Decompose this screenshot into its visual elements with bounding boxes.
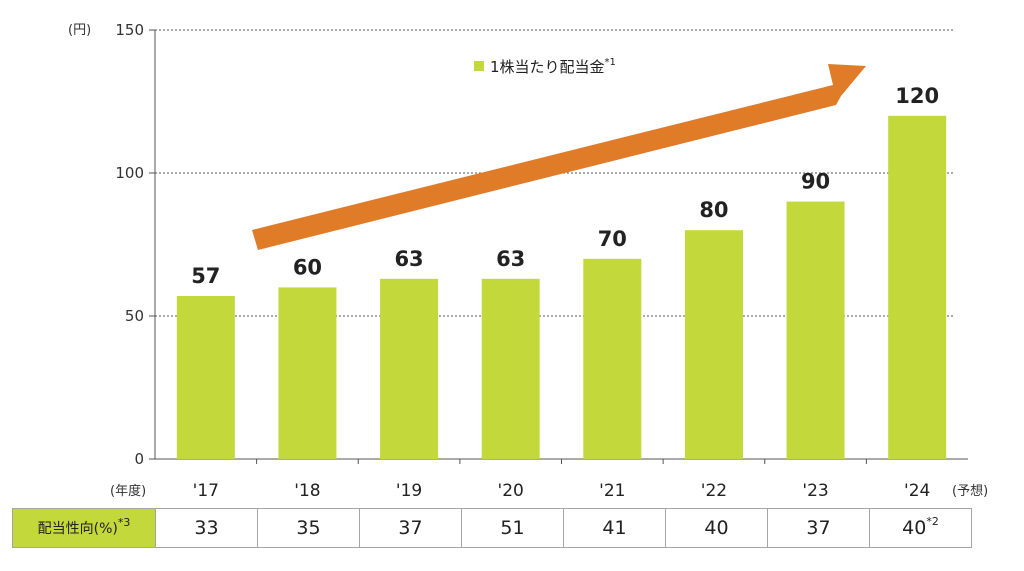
payout-ratio-cell: 37 [359, 508, 462, 548]
payout-ratio-cell: 40 [665, 508, 768, 548]
payout-ratio-cell: 41 [563, 508, 666, 548]
y-tick-label: 150 [115, 21, 144, 39]
x-tick-label: '23 [802, 481, 828, 501]
legend-note: *1 [605, 57, 616, 68]
data-labels: 57 60 63 63 70 80 90 120 [191, 84, 939, 288]
payout-ratio-value: 40 [902, 517, 927, 539]
tick-labels: 0 50 100 150 '17 '18 '19 '20 '21 '22 '23 '24 [115, 21, 930, 501]
payout-ratio-table: 配当性向(%)*3 33 35 37 51 41 40 37 40*2 [12, 508, 972, 548]
x-tick-label: '17 [193, 481, 219, 501]
bar [278, 287, 337, 459]
bar [481, 278, 540, 459]
forecast-label: (予想) [952, 483, 988, 499]
legend: 1株当たり配当金*1 [474, 57, 616, 76]
data-label: 63 [394, 247, 423, 271]
payout-ratio-cell: 51 [461, 508, 564, 548]
x-unit-label: (年度) [110, 483, 146, 499]
payout-ratio-cell: 33 [155, 508, 258, 548]
payout-ratio-cell: 37 [767, 508, 870, 548]
payout-ratio-header-note: *3 [117, 516, 131, 529]
dividend-chart: 57 60 63 63 70 80 90 120 0 50 100 150 '17 '18 '19 '20 '… [68, 21, 988, 501]
payout-ratio-header: 配当性向(%)*3 [12, 508, 156, 548]
payout-ratio-cell-forecast: 40*2 [869, 508, 972, 548]
x-tick-label: '20 [498, 481, 524, 501]
x-tick-label: '22 [701, 481, 727, 501]
data-label: 80 [699, 198, 728, 222]
bar [888, 115, 947, 460]
data-label: 70 [598, 227, 627, 251]
y-tick-label: 50 [125, 307, 144, 325]
legend-swatch [474, 61, 484, 71]
bar [380, 278, 439, 459]
payout-ratio-cell: 35 [257, 508, 360, 548]
y-tick-label: 100 [115, 164, 144, 182]
data-label: 63 [496, 247, 525, 271]
payout-ratio-note: *2 [926, 515, 939, 528]
payout-ratio-header-text: 配当性向(%) [37, 521, 118, 537]
x-tick-label: '24 [904, 481, 930, 501]
x-tick-label: '19 [396, 481, 422, 501]
payout-ratio-row: 配当性向(%)*3 33 35 37 51 41 40 37 40*2 [12, 508, 972, 548]
x-tick-label: '18 [294, 481, 320, 501]
x-tick-label: '21 [599, 481, 625, 501]
y-unit-label: (円) [68, 23, 91, 38]
svg-text:1株当たり配当金*1: 1株当たり配当金*1 [490, 57, 616, 76]
axes [149, 29, 968, 464]
growth-arrow [252, 64, 866, 250]
bar [786, 201, 845, 459]
data-label: 120 [895, 84, 939, 108]
bar [684, 230, 743, 459]
bar [583, 258, 642, 459]
bars [176, 115, 947, 460]
data-label: 60 [293, 255, 322, 279]
legend-label: 1株当たり配当金 [490, 58, 605, 76]
bar [176, 295, 235, 459]
y-tick-label: 0 [134, 450, 144, 468]
data-label: 57 [191, 264, 220, 288]
data-label: 90 [801, 170, 830, 194]
